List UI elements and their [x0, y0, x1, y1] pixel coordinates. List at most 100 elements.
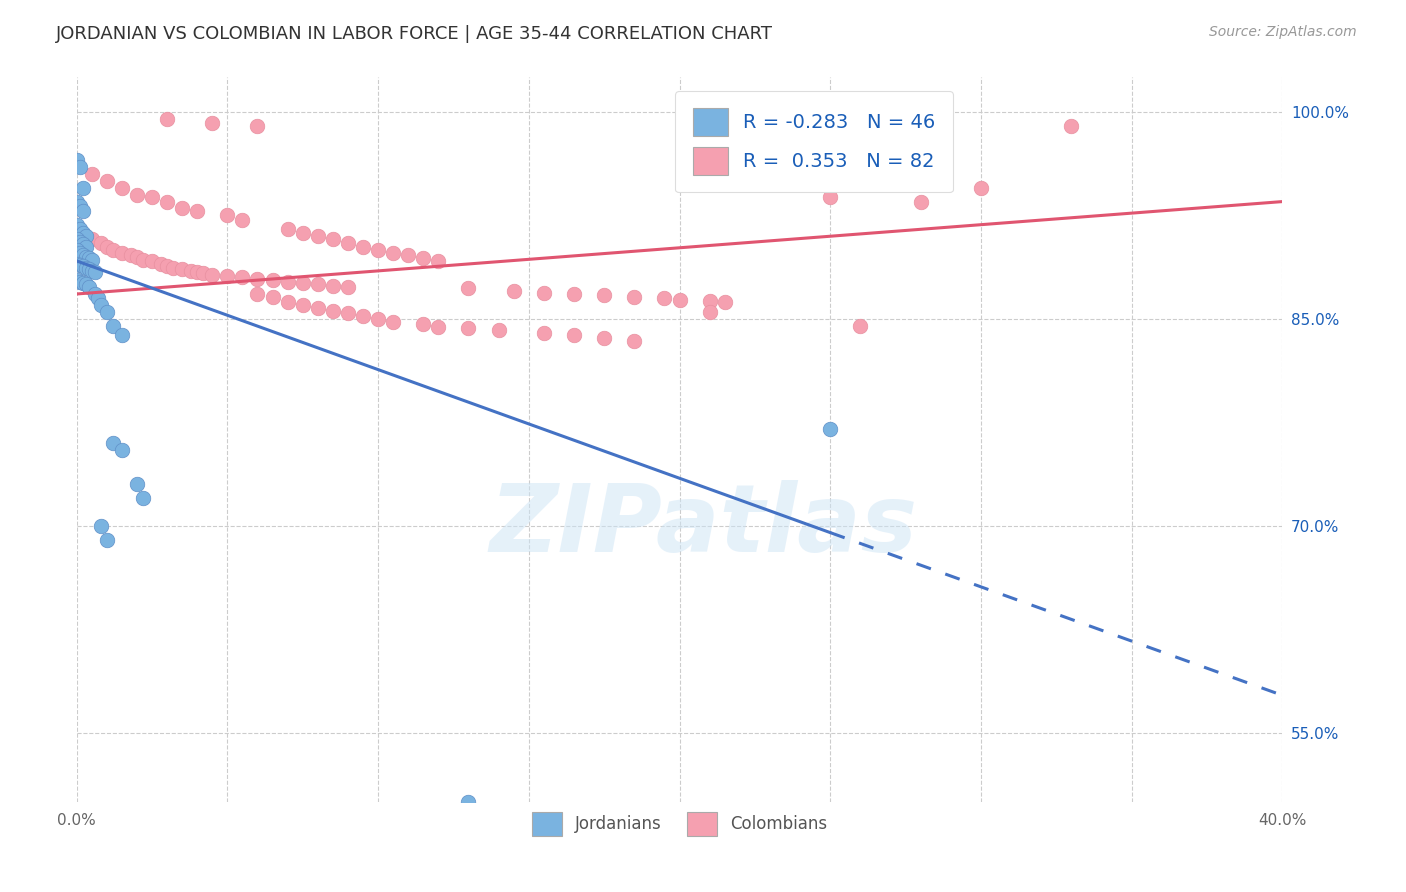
Point	[86, 291, 108, 305]
Point	[101, 318, 124, 333]
Point	[336, 235, 359, 250]
Point	[352, 309, 374, 323]
Legend: Jordanians, Colombians: Jordanians, Colombians	[523, 804, 835, 844]
Point	[562, 287, 585, 301]
Point	[125, 250, 148, 264]
Point	[352, 240, 374, 254]
Point	[820, 422, 842, 436]
Point	[562, 328, 585, 343]
Point	[69, 245, 91, 260]
Point	[149, 257, 172, 271]
Point	[180, 263, 202, 277]
Point	[382, 315, 405, 329]
Point	[699, 293, 721, 308]
Point	[307, 229, 329, 244]
Point	[231, 212, 253, 227]
Point	[336, 280, 359, 294]
Point	[217, 208, 239, 222]
Point	[502, 284, 524, 298]
Point	[246, 119, 269, 133]
Point	[488, 323, 510, 337]
Point	[367, 243, 389, 257]
Point	[125, 477, 148, 491]
Point	[83, 287, 105, 301]
Point	[96, 240, 118, 254]
Point	[307, 301, 329, 315]
Point	[141, 190, 163, 204]
Point	[75, 229, 97, 244]
Point	[65, 273, 87, 287]
Point	[83, 265, 105, 279]
Point	[322, 232, 344, 246]
Point	[246, 287, 269, 301]
Point	[72, 248, 94, 262]
Point	[231, 270, 253, 285]
Point	[65, 243, 87, 257]
Point	[65, 232, 87, 246]
Point	[80, 263, 103, 277]
Point	[307, 277, 329, 292]
Point	[69, 199, 91, 213]
Point	[277, 295, 299, 310]
Point	[65, 218, 87, 232]
Point	[69, 222, 91, 236]
Point	[412, 251, 434, 265]
Point	[201, 268, 224, 282]
Point	[654, 291, 676, 305]
Point	[668, 293, 690, 307]
Point	[101, 436, 124, 450]
Point	[69, 160, 91, 174]
Text: Source: ZipAtlas.com: Source: ZipAtlas.com	[1209, 25, 1357, 39]
Point	[90, 518, 112, 533]
Point	[367, 311, 389, 326]
Point	[427, 253, 450, 268]
Point	[111, 181, 134, 195]
Point	[72, 276, 94, 290]
Point	[156, 194, 179, 209]
Point	[186, 204, 208, 219]
Point	[910, 194, 932, 209]
Point	[217, 268, 239, 283]
Point	[80, 232, 103, 246]
Point	[970, 181, 993, 195]
Point	[533, 285, 555, 300]
Point	[96, 174, 118, 188]
Point	[90, 235, 112, 250]
Point	[291, 298, 314, 312]
Point	[457, 281, 479, 295]
Point	[713, 295, 735, 310]
Point	[457, 795, 479, 809]
Point	[72, 227, 94, 241]
Point	[593, 331, 616, 345]
Point	[141, 253, 163, 268]
Point	[170, 202, 193, 216]
Point	[291, 227, 314, 241]
Point	[201, 116, 224, 130]
Point	[849, 318, 872, 333]
Point	[820, 190, 842, 204]
Point	[193, 266, 215, 280]
Point	[699, 305, 721, 319]
Point	[90, 298, 112, 312]
Point	[336, 306, 359, 320]
Point	[80, 252, 103, 267]
Point	[72, 237, 94, 252]
Point	[623, 290, 645, 304]
Point	[246, 272, 269, 286]
Point	[277, 222, 299, 236]
Point	[593, 288, 616, 302]
Point	[77, 262, 100, 277]
Point	[77, 251, 100, 265]
Point	[457, 321, 479, 335]
Point	[75, 277, 97, 292]
Point	[111, 328, 134, 343]
Point	[75, 260, 97, 275]
Point	[156, 260, 179, 274]
Point	[101, 243, 124, 257]
Point	[125, 187, 148, 202]
Point	[75, 250, 97, 264]
Point	[533, 326, 555, 340]
Point	[382, 245, 405, 260]
Point	[96, 533, 118, 547]
Point	[156, 112, 179, 126]
